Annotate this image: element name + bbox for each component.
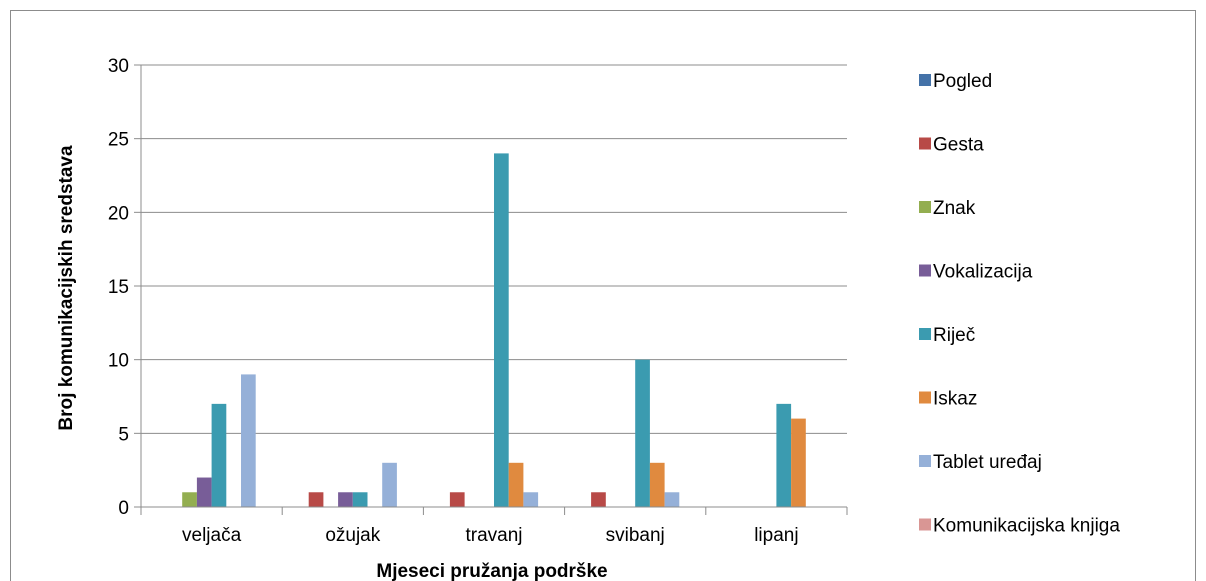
legend-label: Znak <box>933 198 976 219</box>
y-tick-label: 25 <box>108 130 129 151</box>
bar-riječ <box>211 403 227 507</box>
y-tick-label: 10 <box>108 351 129 372</box>
bar-tablet-uređaj <box>664 492 680 507</box>
bar-iskaz <box>791 418 806 507</box>
bar-vokalizacija <box>338 492 353 507</box>
legend-label: Vokalizacija <box>933 262 1033 283</box>
y-tick-label: 30 <box>108 56 129 77</box>
bar-gesta <box>591 492 606 507</box>
x-tick-label: travanj <box>465 525 522 546</box>
bars: 12791113124311103176 <box>182 153 806 507</box>
legend-label: Riječ <box>933 325 975 346</box>
x-tick-label: veljača <box>182 525 242 546</box>
legend-swatch <box>919 264 931 277</box>
y-tick-label: 15 <box>108 277 129 298</box>
bar-riječ <box>494 153 509 507</box>
axes <box>134 64 848 515</box>
legend-swatch <box>919 328 931 340</box>
bar-tablet-uređaj <box>382 462 397 507</box>
bar-riječ <box>776 403 792 507</box>
y-tick-label: 20 <box>108 203 129 224</box>
y-tick-label: 5 <box>118 424 129 445</box>
bar-vokalizacija <box>196 477 212 507</box>
legend-swatch <box>919 455 931 467</box>
bar-gesta <box>308 492 324 507</box>
y-tick-label: 0 <box>118 498 129 519</box>
legend-swatch <box>919 137 931 150</box>
tick-labels: 0 5 10 15 20 25 30 veljača ožujak travanj svibanj l… <box>108 56 799 546</box>
y-axis-title: Broj komunikacijskih sredstava <box>56 145 77 431</box>
bar-riječ <box>635 359 650 507</box>
legend-swatch <box>919 518 931 531</box>
x-tick-label: ožujak <box>325 525 380 546</box>
legend: Pogled Gesta Znak Vokalizacija Riječ Iskaz Tab… <box>919 71 1120 537</box>
legend-label: Komunikacijska knjiga <box>933 516 1120 537</box>
bar-tablet-uređaj <box>523 492 539 507</box>
legend-label: Pogled <box>933 71 992 92</box>
bar-znak <box>182 492 197 507</box>
legend-label: Iskaz <box>933 389 977 410</box>
x-axis-title: Mjeseci pružanja podrške <box>376 561 607 581</box>
chart-frame <box>10 10 1196 581</box>
bar-gesta <box>449 492 465 507</box>
x-tick-label: svibanj <box>606 525 665 546</box>
bar-iskaz <box>649 462 665 507</box>
legend-label: Gesta <box>933 135 984 156</box>
x-tick-label: lipanj <box>754 525 798 546</box>
bar-iskaz <box>508 462 524 507</box>
legend-swatch <box>919 391 931 404</box>
legend-swatch <box>919 201 931 213</box>
legend-swatch <box>919 74 931 86</box>
bar-tablet-uređaj <box>241 374 256 507</box>
bar-riječ <box>352 492 368 507</box>
legend-label: Tablet uređaj <box>933 452 1042 473</box>
